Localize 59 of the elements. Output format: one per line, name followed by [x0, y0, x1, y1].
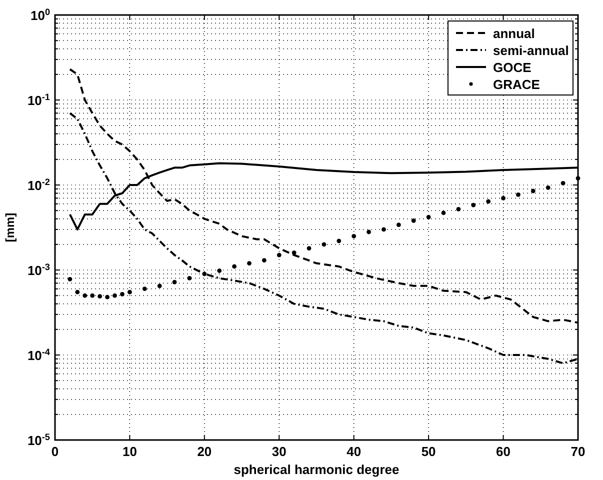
point — [105, 294, 110, 300]
point — [217, 268, 222, 273]
x-tick-label: 60 — [496, 444, 511, 459]
point — [276, 252, 282, 258]
point — [336, 238, 342, 244]
point — [262, 258, 266, 263]
point — [247, 261, 252, 266]
point — [530, 188, 536, 194]
point — [366, 230, 371, 234]
point — [232, 264, 237, 269]
point — [352, 234, 356, 238]
point — [112, 293, 117, 298]
point — [426, 214, 431, 220]
x-tick-label: 10 — [122, 444, 137, 459]
y-tick-label: 10$^{-2}$ — [27, 177, 50, 193]
point — [98, 294, 102, 299]
point — [172, 280, 177, 284]
point — [322, 242, 326, 247]
point — [120, 292, 124, 296]
point — [75, 290, 80, 294]
x-tick-label: 40 — [346, 444, 362, 459]
point — [501, 196, 506, 200]
x-tick-label: 50 — [421, 444, 436, 459]
legend-label: annual — [493, 26, 535, 41]
point — [142, 286, 147, 292]
x-tick-label: 70 — [570, 444, 586, 459]
point — [441, 210, 446, 216]
y-axis-title: [mm] — [3, 212, 17, 242]
point — [306, 246, 312, 250]
point — [90, 293, 95, 298]
y-tick-label: 10$^{0}$ — [30, 7, 50, 23]
legend-label: semi-annual — [493, 43, 569, 58]
y-tick-label: 10$^{-1}$ — [27, 92, 50, 108]
y-tick-label: 10$^{-5}$ — [27, 432, 50, 448]
point — [157, 284, 162, 288]
y-tick-label: 10$^{-3}$ — [27, 262, 50, 278]
point — [68, 276, 72, 282]
point — [202, 272, 207, 276]
y-tick-label: 10$^{-4}$ — [27, 347, 51, 363]
point — [411, 218, 416, 223]
x-tick-label: 20 — [197, 444, 212, 459]
legend-label: GOCE — [493, 60, 532, 75]
point — [187, 276, 192, 280]
point — [82, 293, 88, 298]
point — [382, 227, 386, 232]
legend-label: GRACE — [493, 77, 540, 92]
point — [486, 199, 491, 204]
point — [471, 202, 476, 208]
point — [292, 250, 296, 255]
point — [516, 192, 520, 197]
x-axis-title: spherical harmonic degree — [234, 462, 400, 477]
point — [576, 176, 580, 180]
point — [546, 185, 550, 190]
x-tick-label: 30 — [272, 444, 286, 459]
point — [456, 206, 461, 212]
x-tick-label: 0 — [51, 444, 59, 459]
point — [396, 222, 401, 228]
point — [128, 290, 132, 294]
point — [560, 181, 566, 186]
